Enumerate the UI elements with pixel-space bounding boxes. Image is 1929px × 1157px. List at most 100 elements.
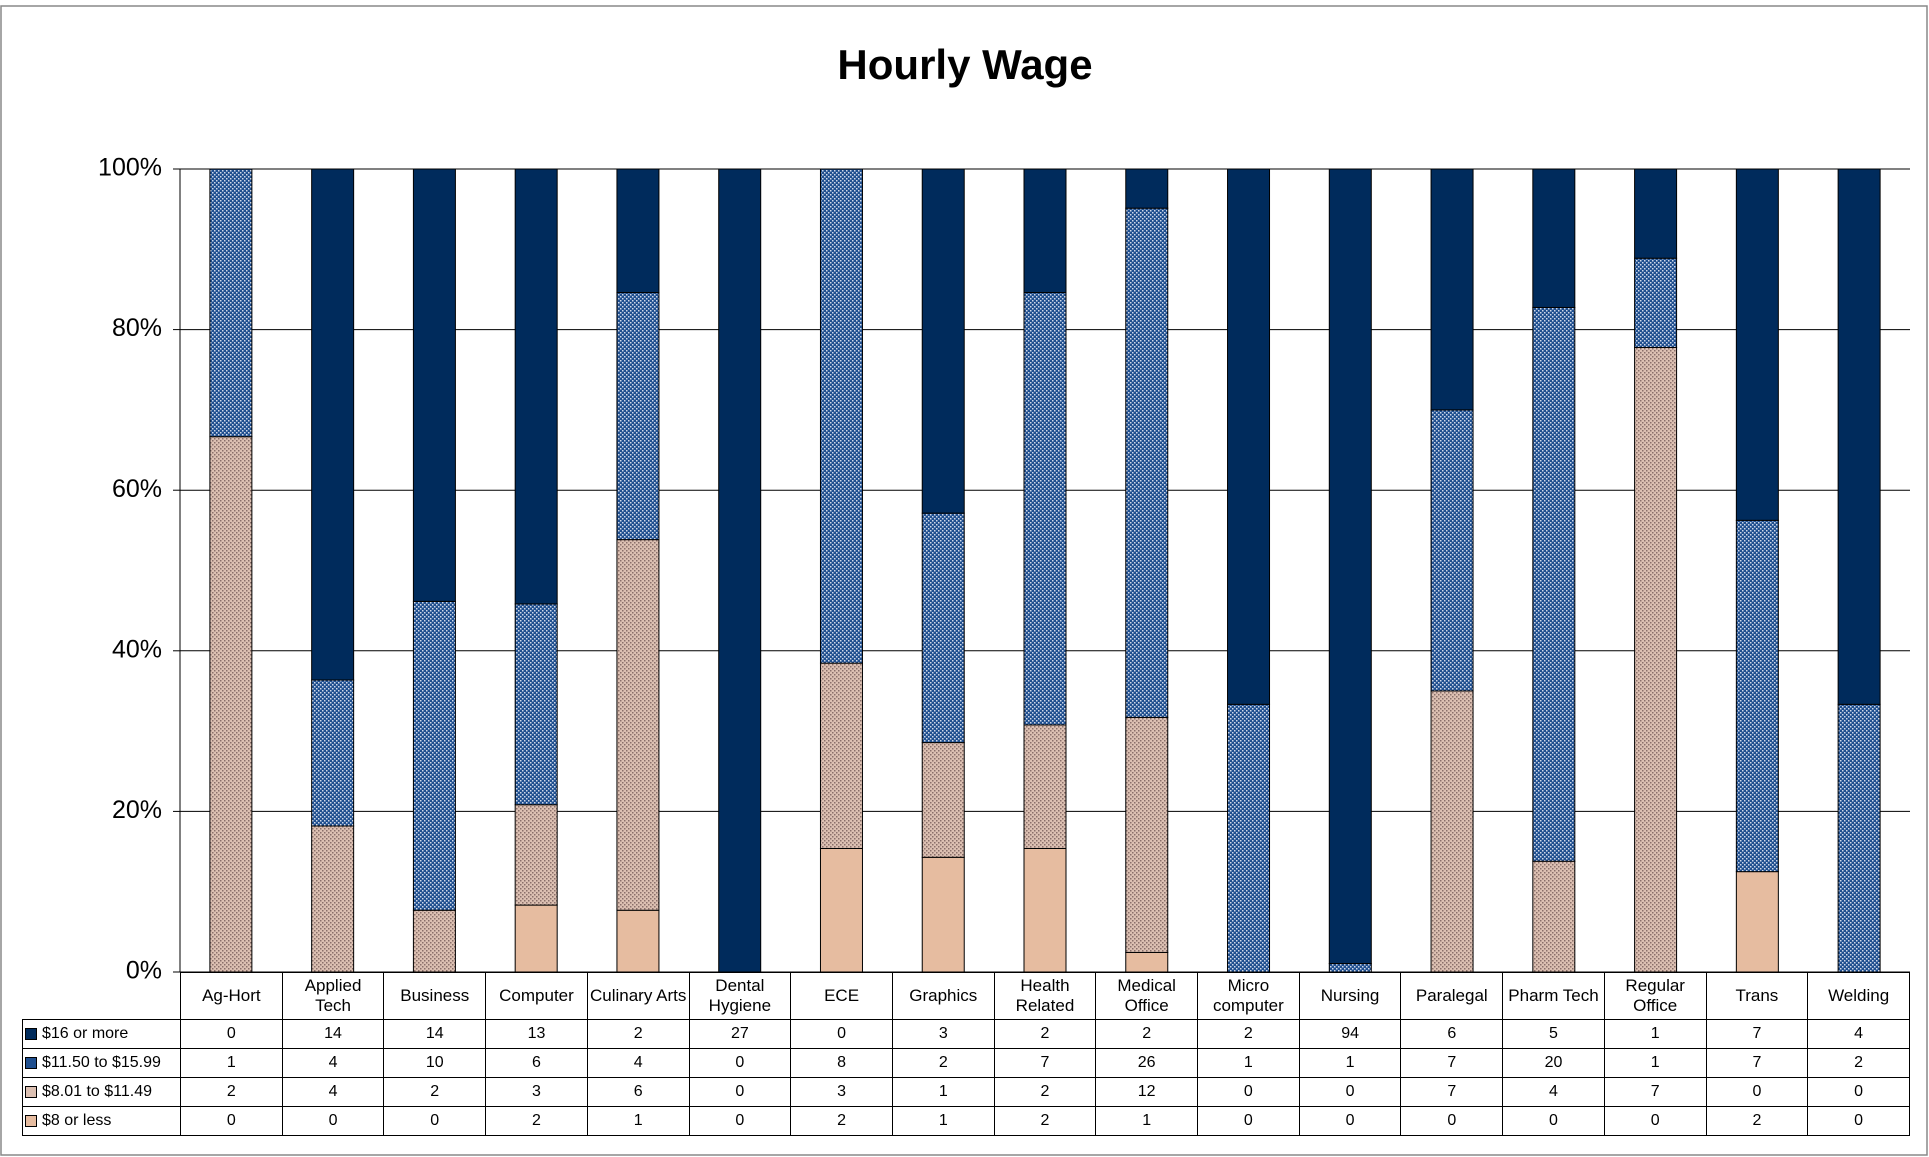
bar-segment bbox=[1227, 703, 1271, 973]
legend-label: $8.01 to $11.49 bbox=[42, 1083, 153, 1100]
table-value: 2 bbox=[180, 1077, 283, 1107]
bar-segment bbox=[1837, 703, 1881, 973]
category-label: Trans bbox=[1705, 972, 1809, 1020]
table-value: 26 bbox=[1095, 1048, 1199, 1078]
table-value: 3 bbox=[790, 1077, 893, 1107]
bar-segment bbox=[412, 168, 456, 602]
bar-segment bbox=[311, 825, 355, 973]
table-value: 14 bbox=[281, 1019, 385, 1049]
bar-segment bbox=[1634, 168, 1678, 259]
table-value: 27 bbox=[688, 1019, 792, 1049]
category-label: Pharm Tech bbox=[1502, 972, 1605, 1020]
legend-label: $8 or less bbox=[42, 1112, 112, 1129]
table-value: 2 bbox=[1705, 1106, 1809, 1136]
table-value: 0 bbox=[1400, 1106, 1504, 1136]
bar-segment bbox=[921, 168, 965, 514]
table-value: 1 bbox=[1603, 1048, 1707, 1078]
bar-segment bbox=[1532, 306, 1576, 862]
bar-segment bbox=[412, 909, 456, 973]
table-value: 6 bbox=[1400, 1019, 1504, 1049]
table-value: 2 bbox=[993, 1077, 1097, 1107]
bar-segment bbox=[1023, 847, 1067, 973]
category-label: Paralegal bbox=[1400, 972, 1504, 1020]
bar-segment bbox=[514, 168, 558, 605]
table-value: 1 bbox=[891, 1077, 995, 1107]
chart-border bbox=[0, 5, 1928, 1156]
table-value: 7 bbox=[1400, 1048, 1504, 1078]
bar-segment bbox=[1735, 871, 1779, 973]
table-value: 0 bbox=[790, 1019, 893, 1049]
table-value: 6 bbox=[586, 1077, 690, 1107]
category-label: Ag-Hort bbox=[180, 972, 283, 1020]
bar-segment bbox=[1430, 690, 1474, 973]
table-value: 0 bbox=[383, 1106, 487, 1136]
legend-label: $11.50 to $15.99 bbox=[42, 1054, 161, 1071]
bar-segment bbox=[616, 539, 660, 911]
table-value: 14 bbox=[383, 1019, 487, 1049]
bar-segment bbox=[311, 679, 355, 827]
table-value: 0 bbox=[1298, 1106, 1402, 1136]
category-label: Dental Hygiene bbox=[688, 972, 792, 1020]
legend-key bbox=[25, 1056, 37, 1069]
y-tick-label: 40% bbox=[112, 635, 162, 663]
legend-entry: $16 or more bbox=[22, 1019, 181, 1049]
table-value: 7 bbox=[1400, 1077, 1504, 1107]
table-value: 12 bbox=[1095, 1077, 1199, 1107]
corner bbox=[22, 972, 181, 1020]
series-row: $8 or less 0 0 0 2 1 0 2 1 2 1 0 0 0 0 0 2 0 bbox=[22, 1106, 1910, 1136]
table-value: 0 bbox=[180, 1106, 283, 1136]
bar-segment bbox=[1735, 168, 1779, 521]
table-value: 4 bbox=[1807, 1019, 1910, 1049]
table-value: 7 bbox=[1705, 1048, 1809, 1078]
category-label: Welding bbox=[1807, 972, 1910, 1020]
bar-segment bbox=[1125, 168, 1169, 209]
table-value: 10 bbox=[383, 1048, 487, 1078]
table-value: 7 bbox=[993, 1048, 1097, 1078]
table-value: 4 bbox=[586, 1048, 690, 1078]
bar-segment bbox=[921, 742, 965, 858]
y-tick-label: 80% bbox=[112, 314, 162, 342]
table-value: 3 bbox=[891, 1019, 995, 1049]
bar-segment bbox=[1023, 724, 1067, 849]
legend-label: $16 or more bbox=[42, 1025, 129, 1042]
table-value: 2 bbox=[1095, 1019, 1199, 1049]
bar-segment bbox=[1023, 168, 1067, 294]
bar-segment bbox=[1328, 168, 1372, 965]
bar-segment bbox=[209, 168, 253, 438]
table-value: 3 bbox=[485, 1077, 588, 1107]
series-row: $16 or more 0 14 14 13 2 27 0 3 2 2 2 94 6 5 1 7 4 bbox=[22, 1019, 1910, 1049]
bar-segment bbox=[1125, 207, 1169, 718]
table-value: 0 bbox=[281, 1106, 385, 1136]
table-value: 6 bbox=[485, 1048, 588, 1078]
table-value: 1 bbox=[1603, 1019, 1707, 1049]
legend-entry: $8 or less bbox=[22, 1106, 181, 1136]
bar-segment bbox=[514, 904, 558, 973]
table-value: 2 bbox=[586, 1019, 690, 1049]
bar-segment bbox=[1328, 963, 1372, 973]
table-value: 2 bbox=[383, 1077, 487, 1107]
table-value: 1 bbox=[180, 1048, 283, 1078]
table-value: 0 bbox=[1807, 1077, 1910, 1107]
table-value: 0 bbox=[1197, 1077, 1300, 1107]
table-value: 0 bbox=[1603, 1106, 1707, 1136]
category-label: Graphics bbox=[891, 972, 995, 1020]
table-value: 0 bbox=[1807, 1106, 1910, 1136]
bar-segment bbox=[1430, 409, 1474, 692]
table-value: 0 bbox=[688, 1077, 792, 1107]
bar-segment bbox=[1532, 168, 1576, 308]
category-label: Regular Office bbox=[1603, 972, 1707, 1020]
bar-segment bbox=[514, 603, 558, 806]
series-row: $8.01 to $11.49 2 4 2 3 6 0 3 1 2 12 0 0 7 4 7 0 0 bbox=[22, 1077, 1910, 1107]
category-label: Culinary Arts bbox=[586, 972, 690, 1020]
category-label: Nursing bbox=[1298, 972, 1402, 1020]
table-value: 13 bbox=[485, 1019, 588, 1049]
bar-segment bbox=[819, 662, 863, 849]
y-tick-label: 60% bbox=[112, 475, 162, 503]
bar-segment bbox=[311, 168, 355, 681]
table-value: 2 bbox=[1197, 1019, 1300, 1049]
table-value: 2 bbox=[790, 1106, 893, 1136]
bar-segment bbox=[1634, 346, 1678, 973]
category-label: Micro computer bbox=[1197, 972, 1300, 1020]
legend-key bbox=[25, 1114, 37, 1127]
